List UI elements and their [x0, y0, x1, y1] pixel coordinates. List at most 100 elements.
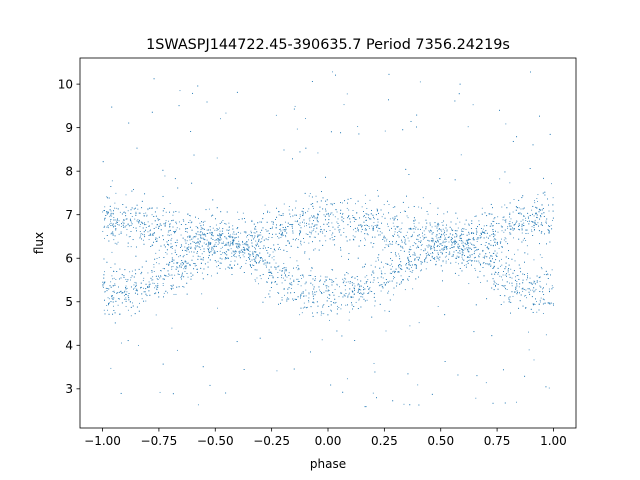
data-point	[492, 253, 494, 254]
data-point	[408, 251, 410, 253]
data-point	[457, 256, 459, 258]
data-point	[392, 217, 394, 219]
data-point	[244, 249, 246, 251]
data-point	[181, 275, 183, 277]
data-point	[440, 243, 442, 245]
data-point	[396, 232, 398, 234]
data-point	[446, 248, 448, 250]
data-point	[282, 215, 284, 216]
data-point	[407, 258, 409, 260]
data-point	[436, 234, 438, 236]
data-point	[413, 231, 415, 233]
data-point	[133, 284, 135, 286]
data-point	[487, 237, 489, 239]
data-point	[119, 211, 121, 213]
data-point	[169, 262, 170, 264]
data-point	[168, 273, 170, 275]
data-point	[505, 221, 507, 223]
data-point	[376, 226, 378, 228]
data-point	[141, 271, 143, 273]
data-point	[171, 327, 173, 329]
data-point	[381, 284, 383, 286]
data-point	[227, 244, 229, 246]
data-point	[518, 307, 520, 309]
data-point	[422, 226, 424, 228]
data-point	[424, 249, 426, 251]
data-point	[495, 230, 496, 232]
data-point	[519, 229, 520, 231]
data-point	[148, 225, 150, 227]
data-point	[259, 241, 261, 243]
data-point	[535, 288, 537, 290]
data-point	[432, 238, 434, 240]
data-point	[206, 101, 208, 103]
data-point	[115, 279, 117, 280]
data-point	[373, 296, 375, 298]
data-point	[222, 228, 224, 230]
data-point	[311, 267, 313, 269]
data-point	[389, 218, 391, 220]
data-point	[243, 369, 245, 370]
data-point	[179, 255, 181, 257]
data-point	[190, 246, 192, 248]
data-point	[347, 198, 349, 200]
data-point	[368, 214, 370, 216]
data-point	[436, 241, 437, 243]
data-point	[186, 263, 188, 265]
data-point	[138, 219, 140, 221]
data-point	[331, 269, 333, 270]
data-point	[266, 281, 268, 283]
data-point	[110, 286, 112, 288]
data-point	[270, 287, 272, 288]
data-point	[273, 256, 275, 257]
data-point	[112, 295, 113, 297]
data-point	[136, 220, 138, 222]
data-point	[388, 290, 390, 292]
data-point	[244, 248, 245, 250]
data-point	[112, 212, 114, 214]
data-point	[140, 282, 142, 284]
data-point	[357, 283, 359, 285]
data-point	[472, 104, 474, 106]
data-point	[203, 242, 205, 244]
data-point	[203, 233, 205, 235]
data-point	[133, 276, 135, 278]
data-point	[519, 300, 521, 302]
data-point	[341, 292, 343, 294]
data-point	[221, 242, 223, 244]
data-point	[439, 228, 440, 230]
data-point	[332, 239, 334, 241]
data-point	[349, 311, 351, 313]
data-point	[467, 242, 468, 243]
data-point	[433, 242, 435, 244]
data-point	[458, 263, 459, 265]
data-point	[243, 272, 245, 273]
data-point	[514, 253, 515, 255]
data-point	[405, 234, 407, 236]
data-point	[428, 230, 430, 232]
data-point	[287, 292, 289, 294]
data-point	[337, 308, 339, 310]
data-point	[403, 250, 405, 252]
data-point	[532, 144, 534, 146]
data-point	[487, 247, 489, 249]
data-point	[532, 213, 533, 215]
data-point	[149, 233, 151, 235]
data-point	[261, 238, 263, 240]
data-point	[323, 214, 325, 216]
data-point	[258, 283, 259, 285]
data-point	[366, 213, 368, 215]
data-point	[435, 260, 437, 262]
data-point	[536, 198, 538, 199]
data-point	[210, 237, 212, 239]
data-point	[123, 226, 125, 228]
data-point	[525, 289, 527, 291]
data-point	[321, 292, 322, 293]
data-point	[185, 265, 187, 267]
data-point	[197, 255, 199, 257]
data-point	[108, 303, 109, 304]
data-point	[286, 232, 288, 234]
data-point	[348, 209, 350, 211]
data-point	[197, 242, 199, 244]
data-point	[288, 243, 290, 245]
